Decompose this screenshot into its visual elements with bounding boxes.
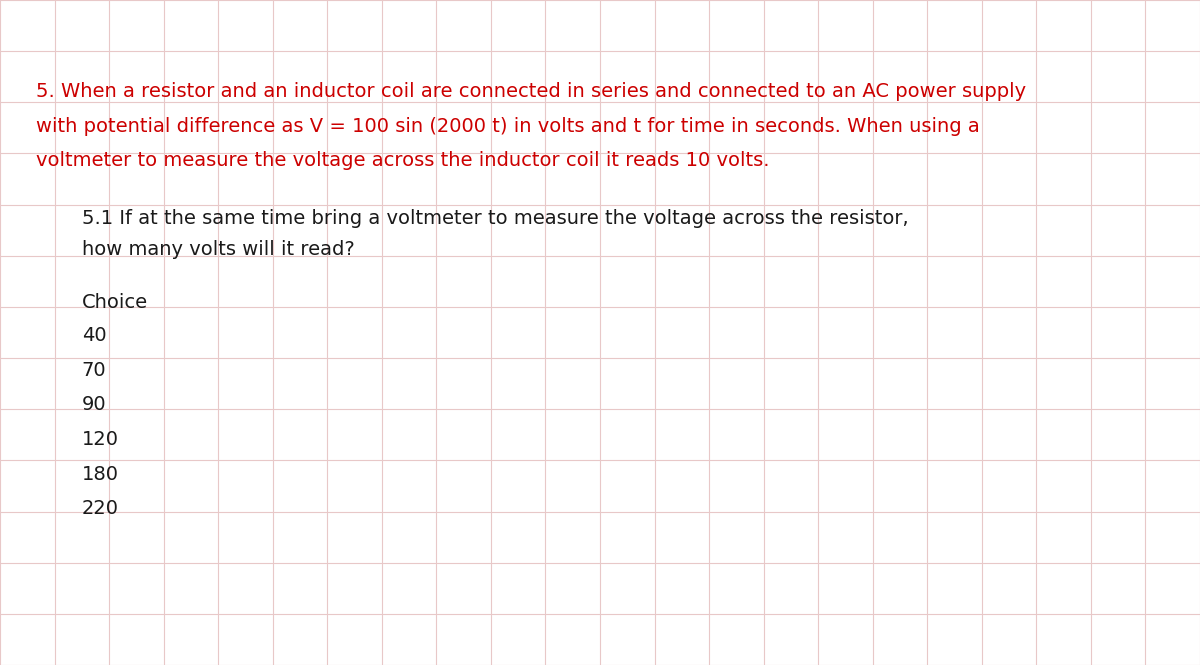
Text: 5.1 If at the same time bring a voltmeter to measure the voltage across the resi: 5.1 If at the same time bring a voltmete… [82, 209, 908, 227]
Text: how many volts will it read?: how many volts will it read? [82, 240, 354, 259]
Text: Choice: Choice [82, 293, 148, 312]
Text: 70: 70 [82, 361, 107, 380]
Text: 220: 220 [82, 499, 119, 518]
Text: 40: 40 [82, 327, 107, 345]
Text: 180: 180 [82, 465, 119, 483]
Text: with potential difference as V = 100 sin (2000 t) in volts and t for time in sec: with potential difference as V = 100 sin… [36, 117, 979, 136]
Text: 90: 90 [82, 396, 107, 414]
Text: voltmeter to measure the voltage across the inductor coil it reads 10 volts.: voltmeter to measure the voltage across … [36, 152, 769, 170]
Text: 5. When a resistor and an inductor coil are connected in series and connected to: 5. When a resistor and an inductor coil … [36, 82, 1026, 101]
Text: 120: 120 [82, 430, 119, 449]
